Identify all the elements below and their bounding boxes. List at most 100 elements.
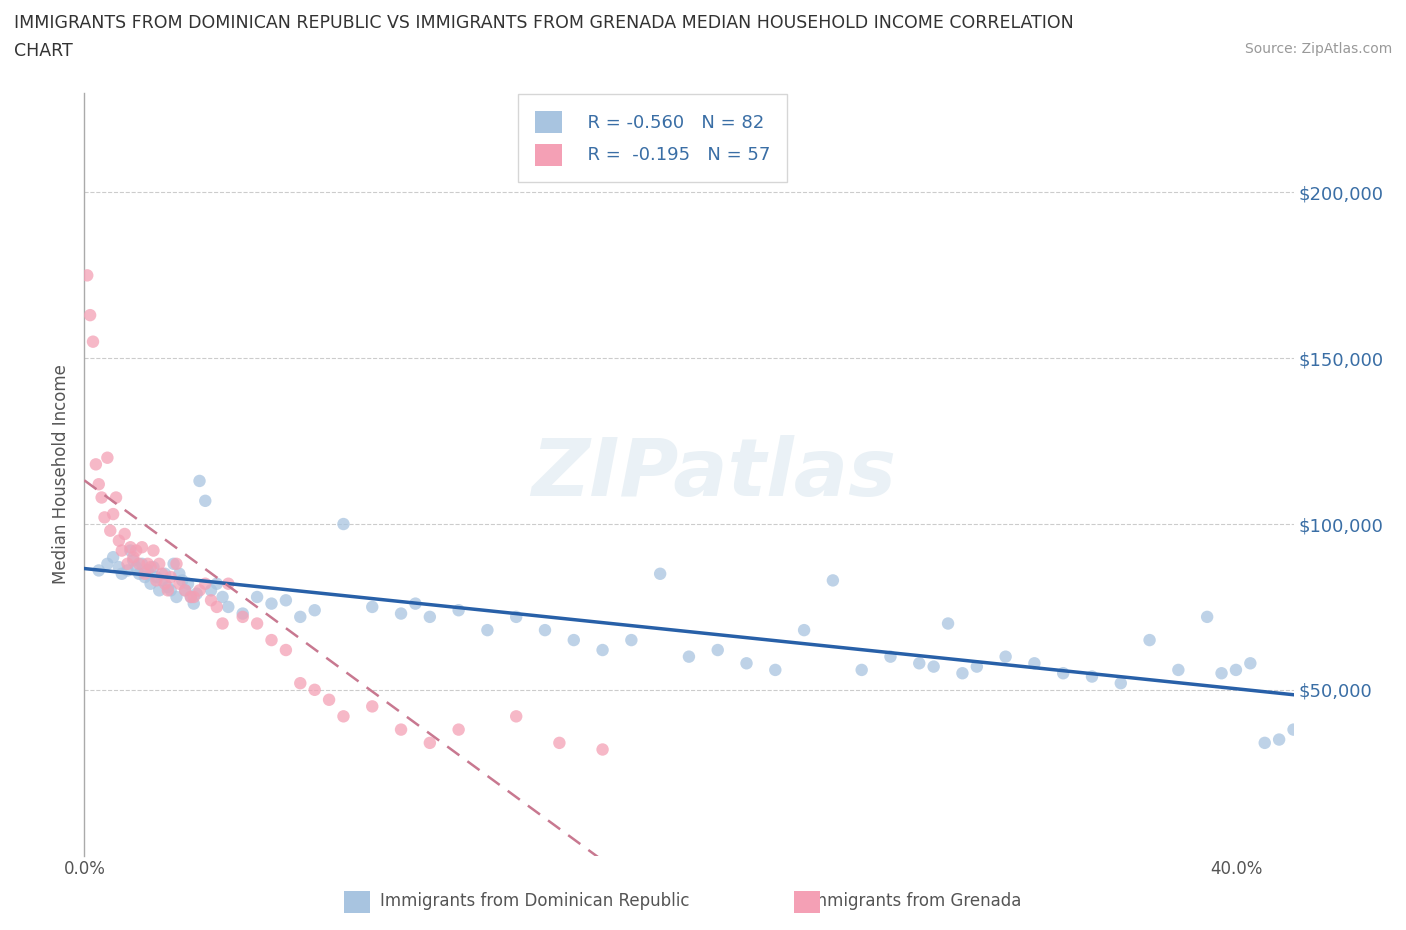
Point — [793, 623, 815, 638]
Point — [117, 556, 139, 571]
Point — [128, 566, 150, 581]
Point — [389, 606, 412, 621]
Point — [194, 577, 217, 591]
Point — [361, 699, 384, 714]
Point — [131, 556, 153, 571]
Point — [260, 632, 283, 647]
Point — [447, 603, 470, 618]
Point — [1254, 736, 1277, 751]
Point — [142, 543, 165, 558]
Point — [186, 586, 208, 601]
Point — [90, 490, 112, 505]
Point — [735, 656, 758, 671]
Point — [174, 583, 197, 598]
Point — [84, 457, 107, 472]
Text: ZIPatlas: ZIPatlas — [530, 435, 896, 513]
Point — [232, 606, 254, 621]
Point — [548, 736, 571, 751]
Point — [1197, 609, 1219, 624]
Point — [1239, 656, 1261, 671]
Point — [332, 516, 354, 531]
Point — [93, 510, 115, 525]
Point — [505, 709, 527, 724]
Point — [592, 643, 614, 658]
Text: IMMIGRANTS FROM DOMINICAN REPUBLIC VS IMMIGRANTS FROM GRENADA MEDIAN HOUSEHOLD I: IMMIGRANTS FROM DOMINICAN REPUBLIC VS IM… — [14, 14, 1074, 32]
Point — [183, 596, 205, 611]
Point — [76, 268, 98, 283]
Point — [304, 683, 326, 698]
Point — [96, 450, 118, 465]
Point — [73, 3, 96, 18]
Point — [153, 566, 176, 581]
Point — [125, 543, 148, 558]
Point — [200, 592, 222, 607]
Point — [125, 560, 148, 575]
Point — [188, 583, 211, 598]
Point — [562, 632, 585, 647]
Point — [96, 556, 118, 571]
Text: Immigrants from Dominican Republic: Immigrants from Dominican Republic — [380, 892, 689, 910]
Point — [361, 600, 384, 615]
Point — [122, 550, 145, 565]
Point — [232, 609, 254, 624]
Point — [821, 573, 844, 588]
Point — [188, 473, 211, 488]
Point — [156, 583, 179, 598]
Point — [952, 666, 974, 681]
Point — [166, 590, 188, 604]
Point — [211, 590, 233, 604]
Text: Source: ZipAtlas.com: Source: ZipAtlas.com — [1244, 42, 1392, 56]
Point — [936, 616, 959, 631]
Point — [120, 539, 142, 554]
Point — [1024, 656, 1046, 671]
Point — [183, 590, 205, 604]
Point — [994, 649, 1017, 664]
Point — [246, 590, 269, 604]
Point — [246, 616, 269, 631]
Point — [139, 560, 162, 575]
Point — [131, 539, 153, 554]
Point — [274, 643, 297, 658]
Point — [678, 649, 700, 664]
Point — [87, 563, 110, 578]
Point — [169, 566, 191, 581]
Point — [419, 736, 441, 751]
Point — [304, 603, 326, 618]
Point — [177, 577, 200, 591]
Point — [260, 596, 283, 611]
Point — [706, 643, 728, 658]
Legend:   R = -0.560   N = 82,   R =  -0.195   N = 57: R = -0.560 N = 82, R = -0.195 N = 57 — [519, 95, 787, 181]
Point — [142, 560, 165, 575]
Point — [447, 723, 470, 737]
Point — [166, 556, 188, 571]
Point — [134, 570, 156, 585]
Point — [150, 573, 173, 588]
Point — [290, 609, 312, 624]
Point — [136, 556, 159, 571]
Point — [169, 577, 191, 591]
Point — [1167, 662, 1189, 677]
Point — [966, 659, 988, 674]
Point — [592, 742, 614, 757]
Point — [122, 553, 145, 568]
Point — [332, 709, 354, 724]
Point — [148, 583, 170, 598]
Text: CHART: CHART — [14, 42, 73, 60]
Y-axis label: Median Household Income: Median Household Income — [52, 365, 70, 584]
Point — [98, 524, 121, 538]
Point — [389, 723, 412, 737]
Point — [139, 577, 162, 591]
Point — [274, 592, 297, 607]
Point — [1109, 676, 1132, 691]
Point — [148, 556, 170, 571]
Point — [180, 590, 202, 604]
Point — [1211, 666, 1233, 681]
Point — [763, 662, 786, 677]
Point — [87, 477, 110, 492]
Point — [1139, 632, 1161, 647]
Point — [217, 577, 239, 591]
Point — [153, 577, 176, 591]
Point — [290, 676, 312, 691]
Point — [117, 563, 139, 578]
Point — [318, 692, 340, 707]
